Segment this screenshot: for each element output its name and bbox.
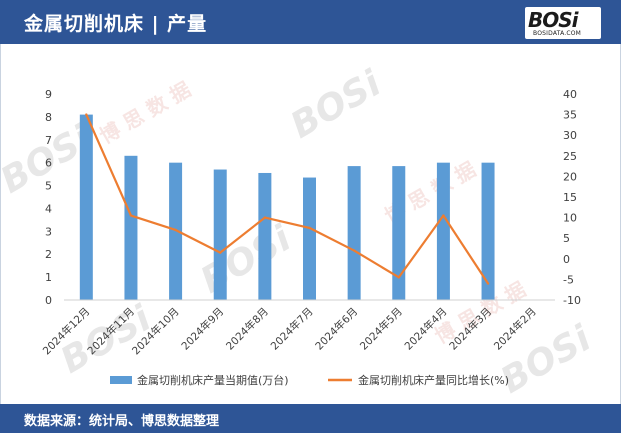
- line-point: [263, 216, 267, 219]
- line-point: [352, 249, 356, 252]
- y-left-tick-label: 6: [45, 157, 52, 170]
- footer-bar: 数据来源：统计局、博思数据整理: [0, 404, 621, 433]
- line-point: [219, 251, 222, 254]
- x-tick-label: 2024年8月: [223, 305, 271, 353]
- bar: [303, 177, 316, 300]
- bosi-logo: BOSi BOSIDATA.COM: [525, 7, 601, 39]
- plot-area: [79, 113, 495, 300]
- bar: [169, 162, 183, 300]
- y-right-tick-label: 35: [563, 109, 577, 122]
- x-tick-label: 2024年6月: [313, 305, 361, 353]
- line-series: [85, 114, 489, 285]
- line-point: [397, 276, 400, 279]
- bar: [481, 162, 495, 300]
- line-point: [129, 214, 133, 217]
- legend: 金属切削机床产量当期值(万台) 金属切削机床产量同比增长(%): [110, 373, 509, 387]
- data-source: 数据来源：统计局、博思数据整理: [24, 414, 220, 429]
- y-right-tick-label: -10: [563, 294, 581, 307]
- y-right-tick-label: 15: [563, 191, 577, 204]
- bar: [347, 166, 361, 300]
- y-right-tick-label: 5: [563, 232, 570, 245]
- y-right-tick-label: 0: [563, 253, 570, 266]
- y-left-tick-label: 5: [45, 180, 52, 193]
- bar: [213, 169, 227, 300]
- page-title: 金属切削机床 | 产量: [24, 13, 208, 35]
- x-tick-label: 2024年5月: [357, 305, 405, 353]
- bar: [79, 114, 93, 300]
- y-left-tick-label: 4: [45, 202, 52, 215]
- legend-label-line: 金属切削机床产量同比增长(%): [358, 373, 509, 387]
- line-point: [442, 214, 445, 217]
- y-left-tick-label: 3: [45, 225, 52, 238]
- y-right-tick-label: 40: [563, 88, 577, 101]
- line-point: [486, 282, 490, 285]
- logo-text: BOSi: [528, 8, 579, 32]
- y-right-tick-label: 25: [563, 150, 577, 163]
- y-left-tick-label: 7: [45, 134, 52, 147]
- y-left-tick-label: 1: [45, 271, 52, 284]
- x-tick-label: 2024年7月: [268, 305, 316, 353]
- line-point: [308, 226, 311, 230]
- logo-subtext: BOSIDATA.COM: [533, 30, 582, 37]
- line-point: [174, 228, 177, 232]
- bar: [392, 166, 406, 300]
- y-right-tick-label: 20: [563, 170, 577, 183]
- y-left-tick-label: 0: [45, 294, 52, 307]
- y-right-tick-label: 10: [563, 212, 577, 225]
- line-point: [85, 113, 88, 116]
- y-left-tick-label: 2: [45, 248, 52, 261]
- y-left-tick-label: 9: [45, 88, 52, 101]
- x-tick-label: 2024年9月: [179, 305, 227, 353]
- bar: [124, 155, 138, 300]
- y-right-tick-label: 30: [563, 129, 577, 142]
- bar: [436, 162, 450, 300]
- legend-label-bar: 金属切削机床产量当期值(万台): [137, 373, 289, 387]
- header-bar: 金属切削机床 | 产量 BOSi BOSIDATA.COM: [0, 0, 621, 44]
- legend-swatch-bar: [110, 376, 132, 384]
- y-left-tick-label: 8: [45, 111, 52, 124]
- watermark-cn: 博 思 数 据: [96, 77, 195, 148]
- y-right-tick-label: -5: [563, 273, 574, 286]
- chart: BOSi 博 思 数 据 BOSi BOSi BOSi 博 思 数 据 BOSi…: [0, 63, 598, 402]
- watermark-logo: BOSi: [284, 63, 388, 147]
- watermark-logo: BOSi: [194, 218, 298, 302]
- bar: [258, 172, 272, 300]
